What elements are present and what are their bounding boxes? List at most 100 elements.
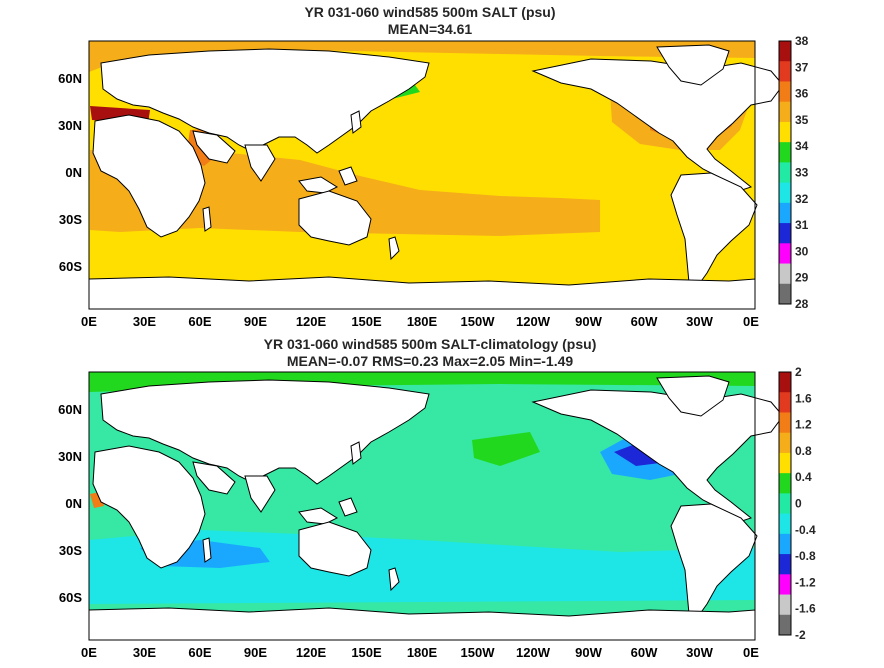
y-axis-bottom: 60N 30N 0N 30S 60S xyxy=(58,402,82,605)
colorbar-segment xyxy=(779,493,791,515)
colorbar-segment xyxy=(779,574,791,596)
colorbar-segment xyxy=(779,283,791,305)
colorbar-tick-label: -1.6 xyxy=(795,602,816,616)
colorbar-segment xyxy=(779,142,791,163)
x-tick-label: 150E xyxy=(351,645,382,660)
x-tick-label: 180E xyxy=(407,645,438,660)
y-tick-label: 0N xyxy=(65,496,82,511)
x-tick-label: 30W xyxy=(686,645,713,660)
colorbar-segment xyxy=(779,432,791,454)
x-tick-label: 0E xyxy=(743,645,759,660)
y-tick-label: 60S xyxy=(59,590,82,605)
x-tick-label: 0E xyxy=(81,314,97,329)
colorbar-segment xyxy=(779,513,791,535)
y-tick-label: 30N xyxy=(58,449,82,464)
x-tick-label: 150E xyxy=(351,314,382,329)
panel-top-stats: MEAN=34.61 xyxy=(388,21,473,37)
x-tick-label: 0E xyxy=(81,645,97,660)
panel-bottom-stats: MEAN=-0.07 RMS=0.23 Max=2.05 Min=-1.49 xyxy=(287,353,574,369)
colorbar-segment xyxy=(779,41,791,62)
x-tick-label: 0E xyxy=(743,314,759,329)
x-tick-label: 30E xyxy=(133,645,156,660)
x-tick-label: 150W xyxy=(461,314,496,329)
colorbar-tick-label: 38 xyxy=(795,34,809,48)
y-tick-label: 60N xyxy=(58,71,82,86)
x-tick-label: 90E xyxy=(244,645,267,660)
colorbar-tick-label: -1.2 xyxy=(795,575,816,589)
x-tick-label: 180E xyxy=(407,314,438,329)
y-tick-label: 60S xyxy=(59,259,82,274)
x-tick-label: 60W xyxy=(631,645,658,660)
colorbar-tick-label: 36 xyxy=(795,87,809,101)
colorbar-tick-label: 29 xyxy=(795,271,809,285)
y-tick-label: 0N xyxy=(65,165,82,180)
colorbar-tick-label: 0.4 xyxy=(795,470,812,484)
anom-region-north-pacific-pos xyxy=(472,432,540,466)
x-tick-label: 30W xyxy=(686,314,713,329)
x-tick-label: 120W xyxy=(516,645,551,660)
colorbar-segment xyxy=(779,263,791,285)
x-tick-label: 150W xyxy=(461,645,496,660)
x-axis-bottom: 0E 30E 60E 90E 120E 150E 180E 150W 120W … xyxy=(81,645,759,660)
colorbar-segment xyxy=(779,452,791,474)
panel-top: YR 031-060 wind585 500m SALT (psu) MEAN=… xyxy=(58,4,809,329)
colorbar-segment xyxy=(779,243,791,265)
colorbar-segment xyxy=(779,372,791,393)
colorbar-tick-label: 30 xyxy=(795,244,809,258)
y-tick-label: 30S xyxy=(59,212,82,227)
colorbar-tick-label: 0.8 xyxy=(795,444,812,458)
y-tick-label: 30N xyxy=(58,118,82,133)
colorbar-segment xyxy=(779,554,791,575)
x-tick-label: 120E xyxy=(296,314,327,329)
colorbar-frame xyxy=(778,371,792,636)
y-tick-label: 30S xyxy=(59,543,82,558)
colorbar-segment xyxy=(779,223,791,244)
colorbar-tick-label: 32 xyxy=(795,192,809,206)
colorbar-tick-label: 34 xyxy=(795,139,809,153)
colorbar-tick-label: -2 xyxy=(795,628,806,642)
colorbar-frame xyxy=(778,40,792,305)
colorbar-segment xyxy=(779,121,791,143)
colorbar-segment xyxy=(779,412,791,434)
colorbar-segment xyxy=(779,182,791,204)
colorbar-tick-label: 1.2 xyxy=(795,418,812,432)
x-tick-label: 90E xyxy=(244,314,267,329)
map-top xyxy=(88,40,784,310)
colorbar-segment xyxy=(779,594,791,616)
colorbar-segment xyxy=(779,101,791,123)
colorbar-segment xyxy=(779,473,791,494)
x-tick-label: 90W xyxy=(575,314,602,329)
colorbar-segment xyxy=(779,392,791,413)
panel-top-title: YR 031-060 wind585 500m SALT (psu) xyxy=(304,4,555,20)
colorbar-tick-label: 1.6 xyxy=(795,391,812,405)
panel-bottom-title: YR 031-060 wind585 500m SALT-climatology… xyxy=(264,336,597,352)
colorbar-top: 38 37 36 35 34 33 32 31 30 29 28 xyxy=(778,34,809,311)
x-axis-top: 0E 30E 60E 90E 120E 150E 180E 150W 120W … xyxy=(81,314,759,329)
colorbar-tick-label: 33 xyxy=(795,166,809,180)
colorbar-segment xyxy=(779,81,791,103)
map-bottom xyxy=(88,371,784,641)
colorbar-segment xyxy=(779,614,791,636)
colorbar-tick-label: 2 xyxy=(795,365,802,379)
colorbar-tick-label: -0.8 xyxy=(795,549,816,563)
map-frame-bottom xyxy=(88,371,756,641)
colorbar-tick-label: -0.4 xyxy=(795,523,816,537)
colorbar-segment xyxy=(779,202,791,224)
y-tick-label: 60N xyxy=(58,402,82,417)
colorbar-tick-label: 37 xyxy=(795,60,809,74)
x-tick-label: 60W xyxy=(631,314,658,329)
x-tick-label: 90W xyxy=(575,645,602,660)
salt-region-indian-ocean xyxy=(90,148,600,236)
salt-region-arctic-rim xyxy=(89,41,755,72)
panel-bottom: YR 031-060 wind585 500m SALT-climatology… xyxy=(58,336,816,660)
colorbar-segment xyxy=(779,533,791,555)
x-tick-label: 60E xyxy=(188,314,211,329)
colorbar-tick-label: 31 xyxy=(795,218,809,232)
y-axis-top: 60N 30N 0N 30S 60S xyxy=(58,71,82,274)
x-tick-label: 30E xyxy=(133,314,156,329)
colorbar-tick-label: 28 xyxy=(795,297,809,311)
x-tick-label: 120W xyxy=(516,314,551,329)
map-frame-top xyxy=(88,40,756,310)
colorbar-bottom: 2 1.6 1.2 0.8 0.4 0 -0.4 -0.8 -1.2 -1.6 -2 xyxy=(778,365,816,642)
